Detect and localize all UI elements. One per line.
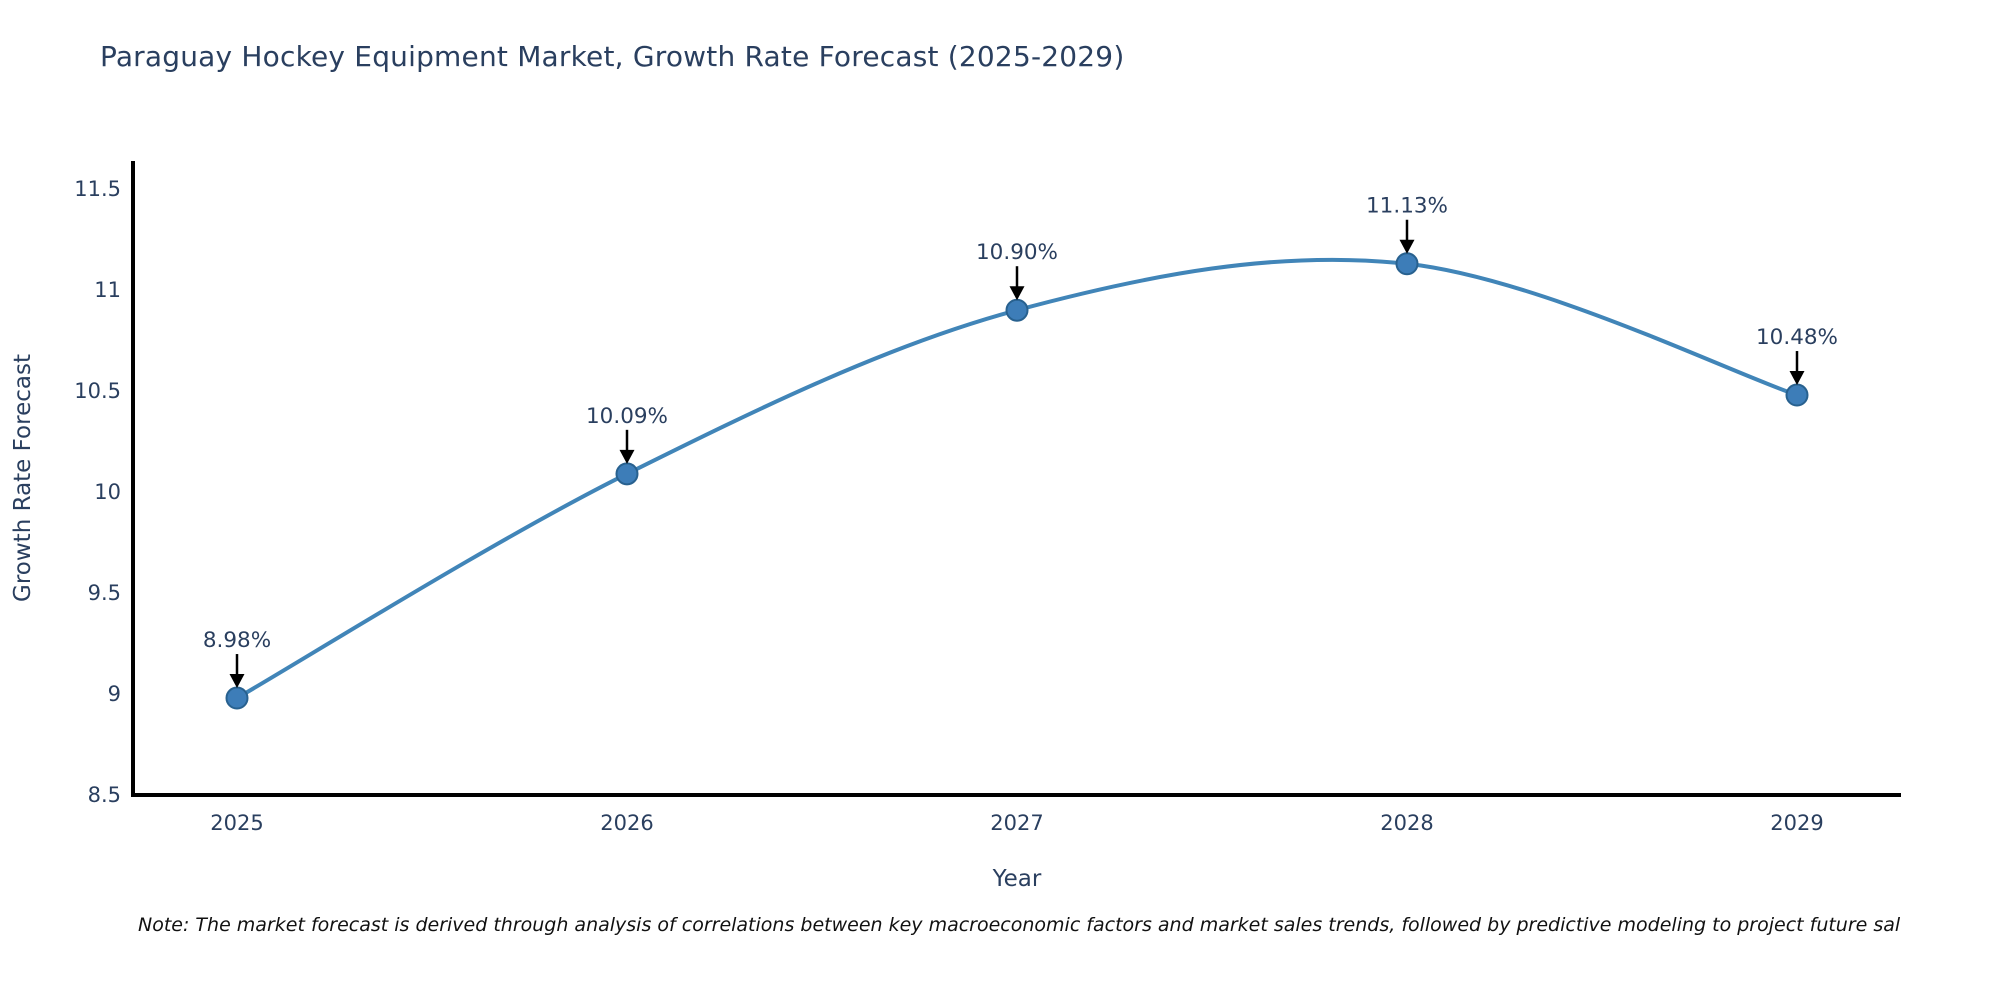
annotation-arrowhead <box>1009 286 1025 301</box>
y-tick-label: 8.5 <box>88 783 121 807</box>
annotation-arrowhead <box>229 674 245 689</box>
x-axis-title: Year <box>992 866 1042 892</box>
y-tick-label: 9 <box>108 682 121 706</box>
x-tick-label: 2027 <box>990 811 1043 835</box>
data-point-marker[interactable] <box>1395 252 1419 276</box>
x-tick-label: 2026 <box>600 811 653 835</box>
chart-footnote: Note: The market forecast is derived thr… <box>138 914 1901 936</box>
y-tick-label: 10.5 <box>74 379 121 403</box>
chart-title: Paraguay Hockey Equipment Market, Growth… <box>100 40 1125 73</box>
x-tick-label: 2025 <box>210 811 263 835</box>
annotation-arrowhead <box>1399 239 1415 254</box>
y-tick-label: 9.5 <box>88 581 121 605</box>
point-annotation-label: 11.13% <box>1366 194 1448 219</box>
data-point-marker[interactable] <box>615 462 639 486</box>
point-annotation-label: 10.90% <box>976 240 1058 265</box>
point-annotation-label: 8.98% <box>203 628 271 653</box>
point-annotation-label: 10.48% <box>1756 325 1838 350</box>
data-point-marker[interactable] <box>1005 298 1029 322</box>
x-tick-label: 2028 <box>1380 811 1433 835</box>
data-point-marker[interactable] <box>225 686 249 710</box>
y-axis-title: Growth Rate Forecast <box>10 354 36 602</box>
y-tick-label: 11 <box>94 278 121 302</box>
data-point-marker[interactable] <box>1785 383 1809 407</box>
annotation-arrowhead <box>1789 371 1805 386</box>
y-tick-label: 10 <box>94 480 121 504</box>
annotation-arrowhead <box>619 449 635 464</box>
point-annotation-label: 10.09% <box>586 404 668 429</box>
x-tick-label: 2029 <box>1770 811 1823 835</box>
y-tick-label: 11.5 <box>74 177 121 201</box>
series-line <box>235 257 1799 701</box>
